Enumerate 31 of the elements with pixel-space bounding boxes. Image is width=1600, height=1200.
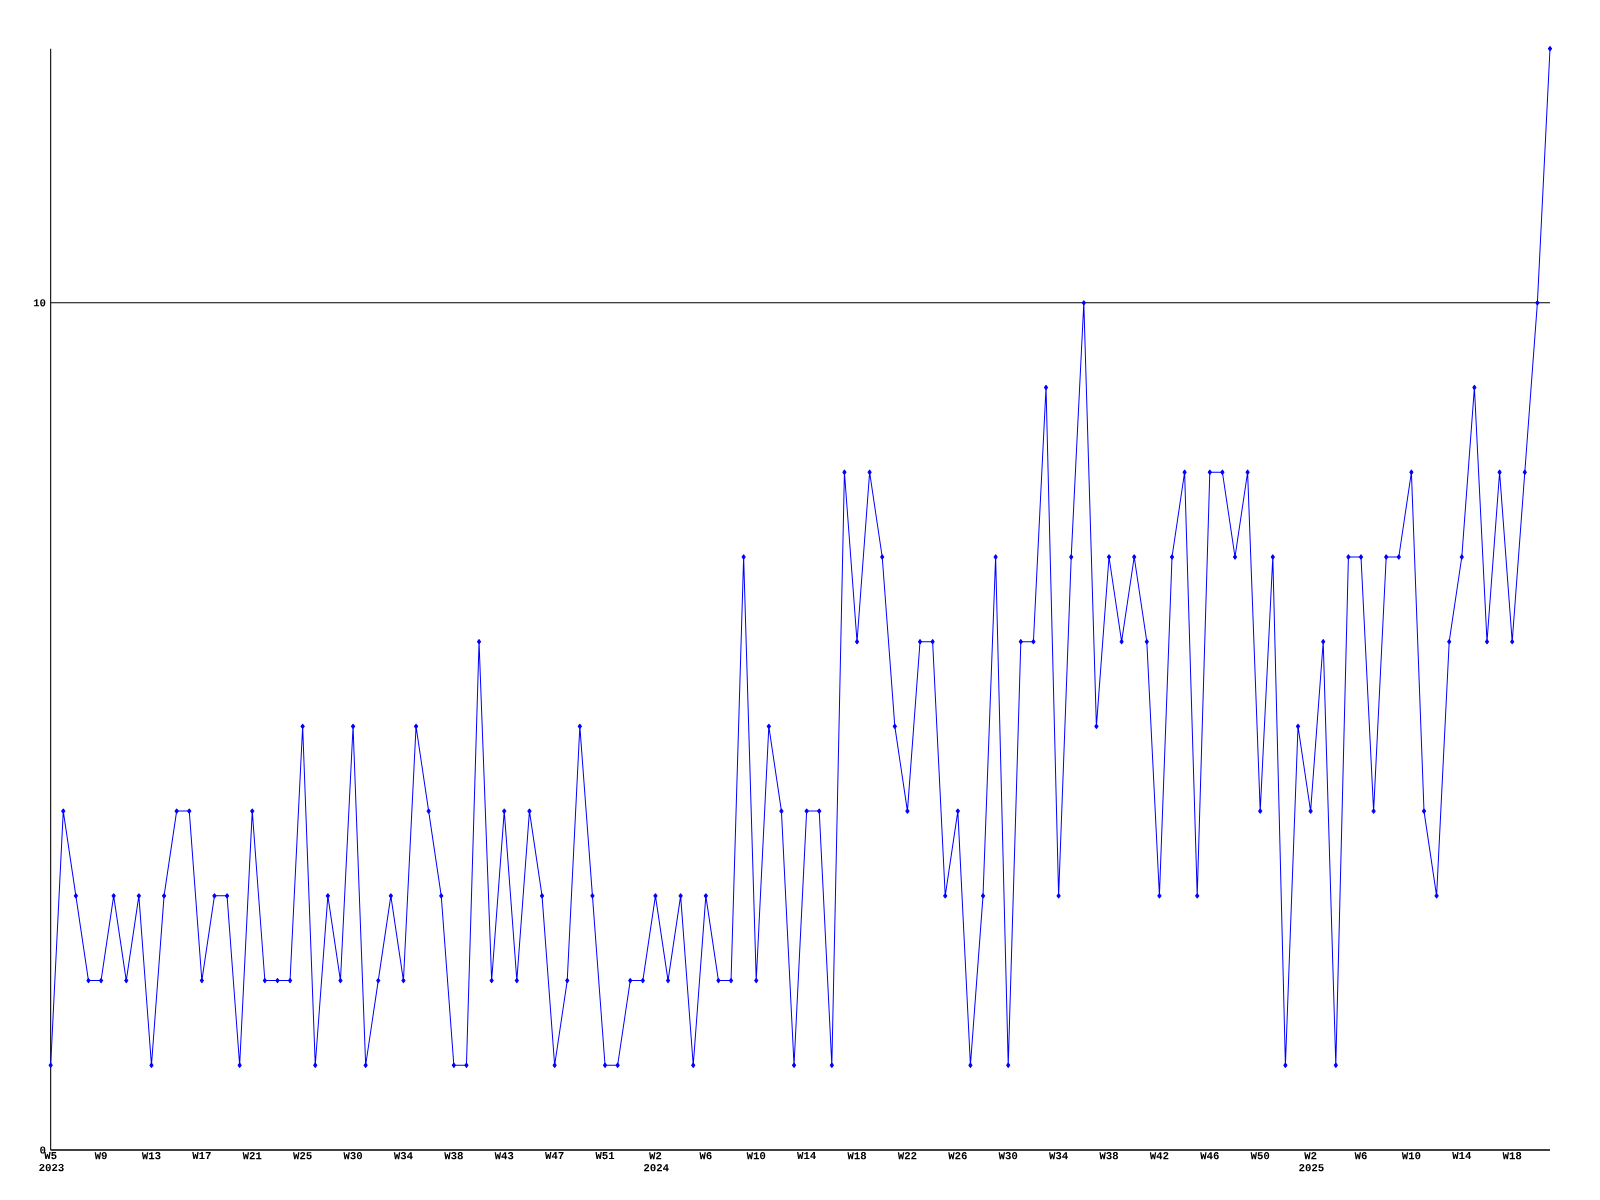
x-tick-label: W50 [1250,1152,1270,1160]
x-tick-label: W42 [1149,1152,1169,1160]
x-tick-label: W26 [948,1152,967,1160]
x-tick-label: W13 [141,1152,161,1160]
x-tick-label: W34 [1049,1152,1068,1160]
x-tick-label: W47 [545,1152,564,1160]
x-tick-label: W38 [1099,1152,1119,1160]
x-tick-label: W21 [242,1152,262,1160]
x-tick-label: W43 [494,1152,514,1160]
x-tick-label: W18 [1502,1152,1522,1160]
x-tick-label: W10 [1401,1152,1421,1160]
x-tick-label: W46 [1200,1152,1219,1160]
x-tick-label: W6 [699,1152,712,1160]
x-tick-label: W9 [94,1152,107,1160]
x-tick-label: W34 [393,1152,413,1160]
x-tick-label: W22 [897,1152,917,1160]
x-tick-label: W18 [847,1152,867,1160]
x-tick-label: W10 [746,1152,766,1160]
x-tick-label: W38 [444,1152,463,1160]
x-tick-label: W17 [192,1152,211,1160]
x-tick-label: W2 2024 [644,1152,669,1172]
x-tick-label: W51 [595,1152,615,1160]
x-tick-label: W6 [1354,1152,1367,1160]
y-tick-label: 10 [33,299,46,307]
y-tick-label: 0 [40,1146,46,1154]
x-tick-label: W25 [293,1152,312,1160]
x-tick-label: W2 2025 [1299,1152,1324,1172]
x-tick-label: W30 [998,1152,1018,1160]
x-tick-label: W14 [1452,1152,1472,1160]
x-tick-label: W14 [797,1152,816,1160]
x-tick-label: W30 [343,1152,363,1160]
